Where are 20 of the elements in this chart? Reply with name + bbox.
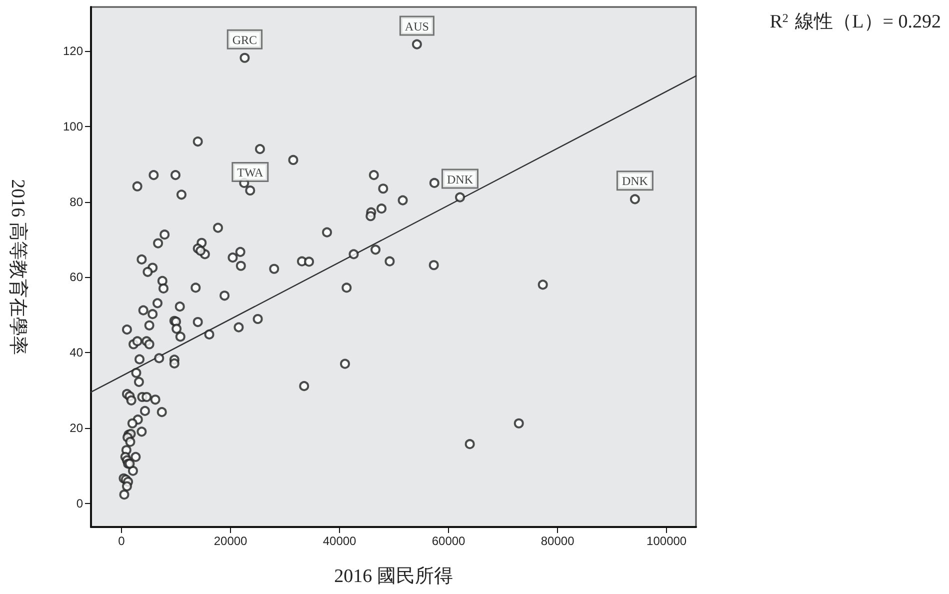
- y-tick-label: 40: [70, 346, 84, 360]
- y-tick-label: 100: [62, 119, 84, 134]
- y-tick-label: 0: [76, 496, 84, 510]
- y-tick-label: 20: [70, 420, 84, 435]
- x-tick-label: 40000: [322, 534, 357, 548]
- x-axis-title: 2016 國民所得: [334, 566, 453, 587]
- x-tick-label: 0: [118, 534, 126, 548]
- y-axis-title: 2016 高等教育在學率: [7, 179, 29, 355]
- y-tick-label: 120: [62, 44, 84, 58]
- annotation: AUS: [404, 19, 429, 34]
- x-tick-label: 80000: [540, 534, 575, 548]
- y-tick-label: 60: [70, 270, 84, 284]
- annotation: TWA: [237, 166, 264, 180]
- x-tick-label: 60000: [432, 534, 466, 548]
- x-tick-label: 100000: [646, 534, 687, 548]
- annotation: DNK: [622, 174, 648, 188]
- annotation: GRC: [232, 32, 258, 47]
- annotation: DNK: [446, 172, 474, 186]
- x-tick-label: 20000: [214, 534, 248, 548]
- y-tick-label: 80: [70, 194, 84, 209]
